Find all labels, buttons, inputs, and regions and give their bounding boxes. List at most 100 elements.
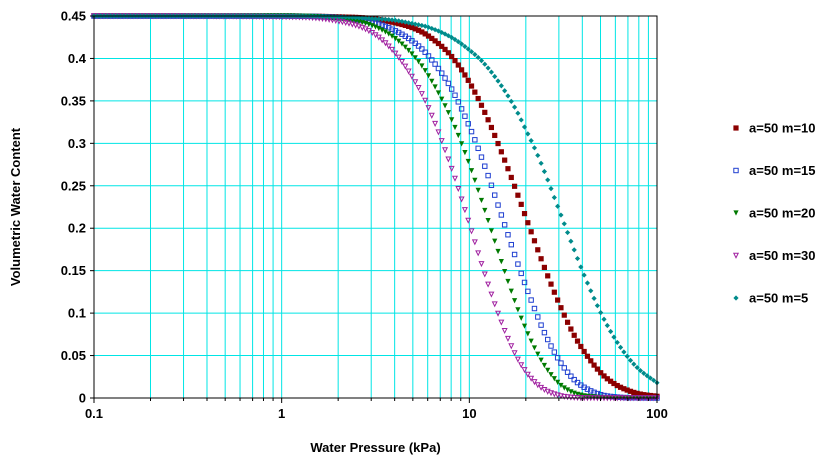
- data-point: [617, 344, 624, 350]
- data-point: [379, 37, 386, 44]
- data-point: [528, 375, 535, 382]
- data-point: [402, 19, 408, 25]
- data-point: [432, 120, 439, 127]
- data-point: [382, 23, 389, 30]
- data-point: [339, 14, 345, 20]
- data-point: [452, 57, 458, 64]
- data-point: [518, 201, 524, 207]
- data-point: [369, 16, 375, 22]
- data-point: [535, 247, 541, 253]
- data-point: [415, 22, 422, 28]
- data-point: [531, 379, 538, 386]
- data-point: [455, 132, 461, 139]
- data-point: [352, 22, 359, 29]
- data-point: [396, 21, 402, 27]
- data-point: [468, 83, 475, 89]
- data-point: [555, 297, 561, 303]
- series-markers: [90, 13, 661, 402]
- data-point: [386, 17, 392, 23]
- data-point: [435, 129, 442, 136]
- data-point: [349, 21, 356, 28]
- data-point: [382, 40, 389, 47]
- legend-item: a=50 m=30: [732, 248, 816, 263]
- data-point: [485, 218, 491, 224]
- data-point: [435, 90, 442, 96]
- data-point: [449, 117, 455, 123]
- x-axis-title: Water Pressure (kPa): [310, 440, 440, 455]
- series-4: [91, 13, 660, 386]
- data-point: [541, 168, 547, 175]
- data-point: [409, 20, 415, 27]
- data-point: [551, 349, 558, 355]
- data-point: [498, 149, 504, 155]
- data-point: [538, 357, 544, 363]
- data-point: [445, 50, 451, 56]
- data-point: [449, 53, 455, 60]
- data-point: [399, 21, 405, 28]
- data-point: [396, 38, 402, 44]
- data-point: [399, 41, 405, 47]
- data-point: [564, 319, 571, 325]
- data-point: [571, 332, 577, 338]
- data-point: [439, 96, 445, 102]
- data-point: [442, 103, 448, 109]
- data-point: [651, 377, 657, 383]
- data-point: [386, 31, 392, 37]
- data-point: [495, 248, 501, 255]
- data-point: [551, 194, 557, 201]
- data-point: [412, 55, 418, 61]
- legend-label: a=50 m=15: [749, 163, 816, 178]
- data-point: [624, 353, 630, 359]
- data-point: [439, 70, 445, 76]
- data-point: [356, 15, 362, 21]
- data-point: [495, 202, 501, 208]
- data-point: [515, 110, 521, 116]
- data-point: [561, 365, 567, 371]
- data-point: [478, 154, 485, 160]
- data-point: [631, 389, 637, 396]
- data-point: [462, 113, 468, 119]
- data-point: [637, 367, 644, 374]
- data-point: [498, 319, 505, 326]
- data-point: [412, 79, 419, 86]
- data-point: [459, 67, 465, 73]
- data-point: [432, 84, 438, 90]
- data-point: [465, 121, 471, 127]
- data-point: [389, 26, 395, 32]
- data-point: [591, 362, 597, 368]
- y-tick-label: 0.1: [68, 306, 86, 321]
- data-point: [379, 27, 385, 33]
- data-point: [637, 391, 644, 397]
- data-point: [459, 141, 465, 147]
- data-point: [531, 305, 538, 312]
- data-point: [468, 228, 475, 235]
- data-point: [554, 355, 561, 361]
- data-point: [564, 229, 571, 236]
- data-point: [432, 38, 438, 44]
- data-point: [521, 211, 528, 217]
- data-point: [568, 238, 574, 244]
- data-point: [475, 95, 481, 102]
- data-point: [475, 54, 481, 61]
- data-point: [339, 19, 346, 26]
- data-point: [389, 33, 395, 39]
- data-point: [505, 232, 511, 238]
- data-point: [604, 322, 610, 329]
- data-point: [631, 361, 637, 367]
- data-point: [435, 65, 442, 72]
- data-point: [578, 343, 584, 350]
- data-point: [644, 373, 650, 379]
- data-point: [598, 310, 604, 316]
- data-point: [415, 59, 422, 65]
- data-point: [462, 43, 468, 50]
- data-point: [614, 339, 620, 346]
- data-point: [601, 316, 607, 322]
- data-point: [508, 288, 514, 294]
- data-point: [538, 322, 544, 328]
- data-point: [641, 392, 647, 398]
- data-point: [511, 183, 518, 189]
- data-point: [561, 385, 567, 391]
- data-point: [422, 97, 429, 104]
- y-tick-label: 0.3: [68, 136, 86, 151]
